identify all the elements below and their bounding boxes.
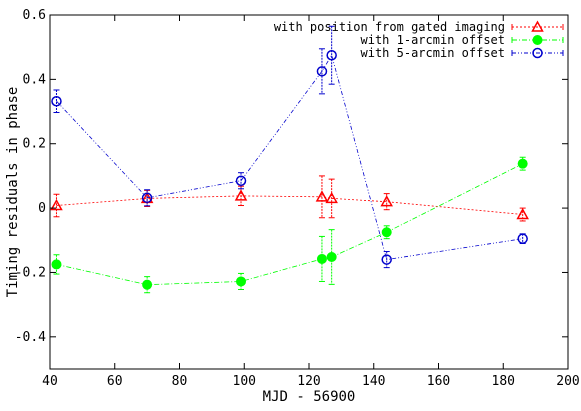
legend-label-1: with position from gated imaging — [274, 20, 505, 34]
series-line — [56, 163, 523, 286]
y-tick-label: -0.4 — [15, 330, 46, 345]
x-tick-label: 140 — [362, 374, 385, 389]
series-line — [56, 195, 523, 215]
data-point-triangle — [50, 198, 63, 211]
data-point-circle-filled — [381, 227, 392, 238]
legend-label-2: with 1-arcmin offset — [361, 33, 506, 47]
y-tick-label: 0.2 — [23, 137, 46, 152]
x-tick-label: 200 — [556, 374, 579, 389]
data-point-circle-open — [517, 233, 528, 244]
data-point-triangle — [234, 189, 248, 201]
data-point-circle-filled — [142, 279, 153, 290]
x-tick-label: 40 — [42, 374, 58, 389]
data-point-circle-open — [316, 66, 328, 77]
x-tick-label: 60 — [107, 374, 123, 389]
data-point-circle-filled — [326, 252, 337, 263]
data-point-triangle — [315, 190, 329, 202]
series-layer — [50, 25, 529, 294]
data-point-triangle — [516, 207, 529, 220]
data-point-circle-open — [326, 49, 337, 61]
legend-label-3: with 5-arcmin offset — [361, 46, 506, 60]
y-tick-label: 0 — [38, 201, 46, 216]
data-point-circle-open — [381, 254, 392, 265]
series-3 — [51, 25, 528, 269]
y-tick-label: 0.6 — [23, 8, 46, 23]
data-point-circle-filled — [532, 35, 543, 45]
series-1 — [50, 175, 529, 222]
data-point-circle-open — [532, 47, 543, 59]
x-tick-label: 160 — [427, 374, 450, 389]
axis-layer: 40 60 80 100 120 140 160 180 200 -0.4 -0.2 0 0.2 0.4 0… — [15, 8, 580, 389]
x-tick-label: 120 — [297, 374, 320, 389]
y-tick-label: 0.4 — [23, 72, 47, 87]
x-axis-title: MJD - 56900 — [263, 389, 356, 405]
data-point-triangle — [325, 191, 338, 204]
y-tick-label: -0.2 — [15, 265, 46, 280]
plot-frame — [49, 14, 569, 370]
data-point-circle-filled — [51, 259, 62, 270]
data-point-triangle — [531, 20, 544, 32]
series-line — [56, 54, 523, 261]
series-2 — [51, 156, 528, 294]
data-point-circle-open — [51, 95, 62, 107]
data-point-circle-open — [141, 192, 153, 204]
data-point-circle-open — [235, 175, 247, 186]
x-tick-label: 80 — [172, 374, 188, 389]
x-tick-label: 100 — [233, 374, 256, 389]
data-point-triangle — [380, 195, 393, 207]
data-point-circle-filled — [236, 276, 247, 287]
data-point-circle-filled — [517, 158, 528, 169]
y-axis-title: Timing residuals in phase — [5, 87, 21, 298]
data-point-circle-filled — [316, 253, 327, 264]
x-tick-label: 180 — [492, 374, 515, 389]
